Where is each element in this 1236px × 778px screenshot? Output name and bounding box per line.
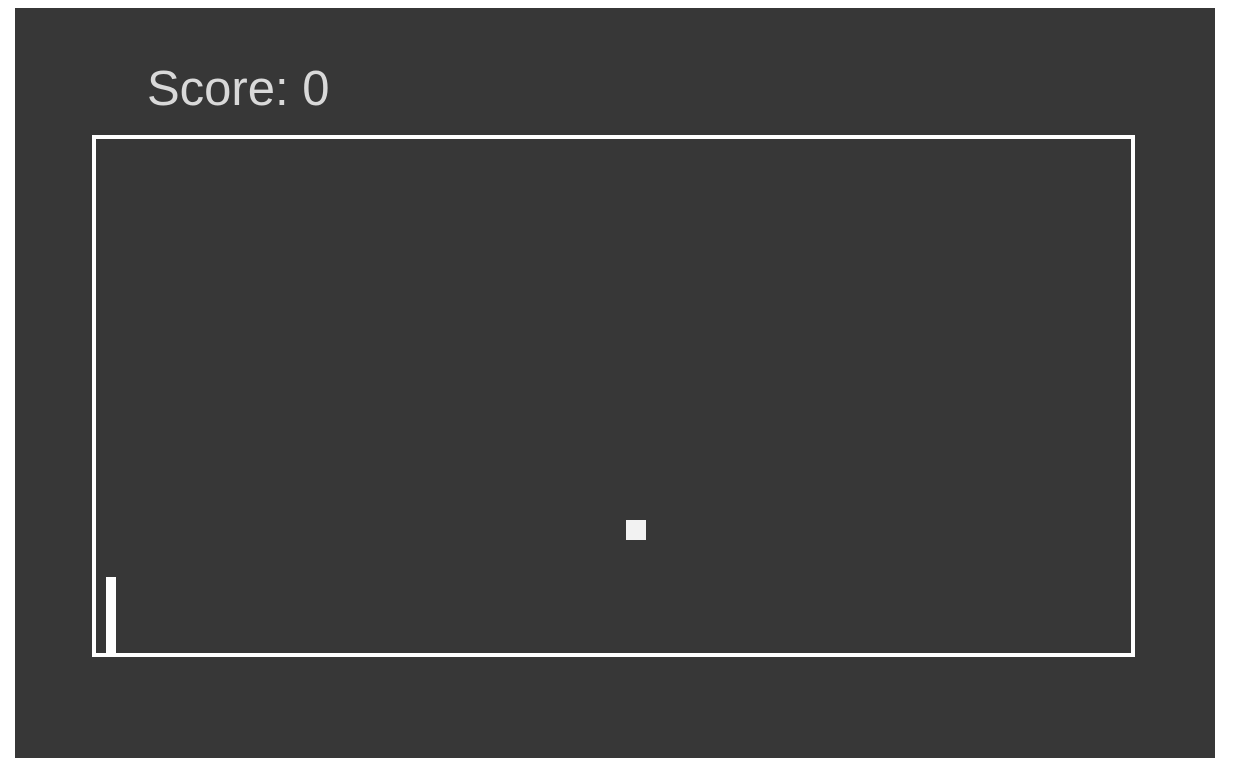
right-wall <box>1131 135 1135 657</box>
score-label: Score: 0 <box>147 62 330 116</box>
playfield <box>92 135 1135 657</box>
bottom-wall <box>96 653 1135 657</box>
left-wall <box>92 135 96 657</box>
player-paddle[interactable] <box>106 577 116 657</box>
game-screen: Score: 0 <box>15 8 1215 758</box>
ball <box>626 520 646 540</box>
top-wall <box>92 135 1135 139</box>
